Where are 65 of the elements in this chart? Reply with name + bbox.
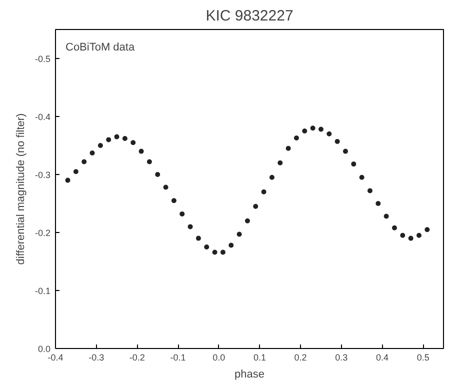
y-tick-label: -0.4 — [34, 112, 51, 122]
y-tick-label: -0.5 — [34, 54, 51, 64]
point — [212, 250, 218, 255]
point — [367, 188, 372, 194]
point — [384, 214, 389, 219]
point — [294, 135, 299, 140]
point — [155, 172, 160, 177]
point — [244, 218, 250, 224]
point — [326, 131, 332, 136]
x-tick-label: 0.0 — [212, 352, 226, 362]
point — [351, 162, 356, 167]
point — [146, 159, 152, 164]
chart-title: KIC 9832227 — [206, 8, 294, 24]
point — [180, 211, 185, 216]
annotation: CoBiToM data — [66, 42, 136, 54]
x-tick-label: 0.1 — [253, 352, 266, 362]
point — [424, 227, 430, 232]
point — [416, 232, 422, 238]
y-tick-label: 0.0 — [38, 344, 51, 354]
y-tick-label: -0.2 — [34, 228, 51, 238]
point — [334, 138, 340, 144]
point — [90, 150, 95, 156]
x-tick-label: -0.3 — [88, 352, 104, 362]
x-tick-label: -0.4 — [48, 352, 64, 362]
point — [65, 178, 70, 183]
x-tick-label: 0.2 — [294, 352, 307, 362]
point — [204, 244, 210, 250]
point — [342, 148, 348, 154]
x-tick-label: 0.4 — [376, 352, 388, 362]
point — [408, 236, 414, 241]
x-tick-label: 0.5 — [416, 352, 430, 362]
point — [98, 143, 103, 148]
point — [114, 134, 120, 140]
point — [310, 126, 316, 131]
point — [236, 232, 242, 237]
point — [73, 169, 78, 174]
x-axis-title: phase — [234, 368, 264, 380]
point — [261, 189, 266, 194]
point — [318, 126, 324, 132]
point — [196, 236, 201, 241]
x-tick-label: -0.2 — [129, 352, 145, 362]
point — [400, 232, 406, 238]
point — [359, 174, 364, 180]
point — [220, 250, 226, 255]
x-tick-label: -0.1 — [170, 352, 186, 362]
y-axis-title: differential magnitude (no filter) — [14, 113, 27, 265]
point — [130, 140, 136, 146]
point — [253, 204, 258, 209]
point — [269, 174, 274, 180]
point — [163, 184, 168, 190]
point — [278, 160, 283, 166]
point — [106, 137, 112, 142]
x-tick-label: 0.3 — [335, 352, 348, 362]
point — [228, 242, 234, 248]
point — [376, 201, 381, 206]
point — [302, 128, 308, 134]
y-tick-label: -0.3 — [34, 170, 51, 180]
point — [188, 224, 193, 230]
point — [171, 198, 176, 204]
point — [286, 146, 291, 151]
point — [392, 225, 397, 230]
y-tick-label: -0.1 — [34, 286, 51, 296]
point — [138, 148, 144, 154]
point — [122, 136, 128, 142]
point — [82, 159, 87, 164]
